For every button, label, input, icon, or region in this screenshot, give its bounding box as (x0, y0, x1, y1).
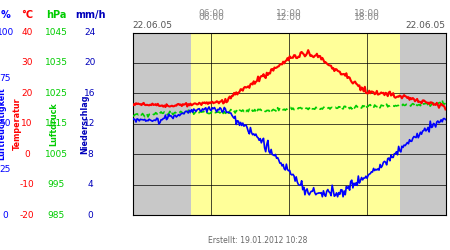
Bar (133, 32, 191, 215)
Text: 985: 985 (48, 210, 65, 220)
Text: 1005: 1005 (45, 150, 68, 159)
Text: Erstellt: 19.01.2012 10:28: Erstellt: 19.01.2012 10:28 (208, 236, 307, 245)
Text: 12: 12 (84, 119, 96, 128)
Text: %: % (0, 10, 10, 20)
Text: 0: 0 (87, 210, 93, 220)
Text: 06:00: 06:00 (198, 9, 224, 18)
Text: 0: 0 (24, 150, 30, 159)
Text: °C: °C (21, 10, 33, 20)
Text: 10: 10 (21, 119, 33, 128)
Text: 25: 25 (0, 165, 11, 174)
Text: 4: 4 (87, 180, 93, 189)
Text: 50: 50 (0, 119, 11, 128)
Text: 20: 20 (21, 89, 33, 98)
Bar (191, 32, 400, 215)
Text: Niederschlag: Niederschlag (80, 94, 89, 154)
Text: 24: 24 (85, 28, 95, 37)
Text: 30: 30 (21, 58, 33, 68)
Text: 20: 20 (84, 58, 96, 68)
Text: Temperatur: Temperatur (13, 98, 22, 150)
Text: 18:00: 18:00 (355, 9, 380, 18)
Text: 18:00: 18:00 (354, 14, 380, 22)
Text: 1025: 1025 (45, 89, 68, 98)
Text: 12:00: 12:00 (276, 14, 302, 22)
Text: 22.06.05: 22.06.05 (405, 21, 446, 30)
Text: Luftdruck: Luftdruck (50, 102, 58, 146)
Text: 1045: 1045 (45, 28, 68, 37)
Text: 40: 40 (21, 28, 33, 37)
Text: -20: -20 (20, 210, 34, 220)
Text: 1035: 1035 (45, 58, 68, 68)
Text: 8: 8 (87, 150, 93, 159)
Text: 0: 0 (3, 210, 8, 220)
Text: hPa: hPa (46, 10, 67, 20)
Text: 75: 75 (0, 74, 11, 82)
Text: Luftfeuchtigkeit: Luftfeuchtigkeit (0, 88, 6, 160)
Text: -10: -10 (20, 180, 34, 189)
Text: 16: 16 (84, 89, 96, 98)
Text: 06:00: 06:00 (198, 14, 224, 22)
Text: mm/h: mm/h (75, 10, 105, 20)
Text: 1015: 1015 (45, 119, 68, 128)
Text: 22.06.05: 22.06.05 (133, 21, 173, 30)
Bar (400, 32, 446, 215)
Text: 995: 995 (48, 180, 65, 189)
Text: 12:00: 12:00 (276, 9, 302, 18)
Text: 100: 100 (0, 28, 14, 37)
